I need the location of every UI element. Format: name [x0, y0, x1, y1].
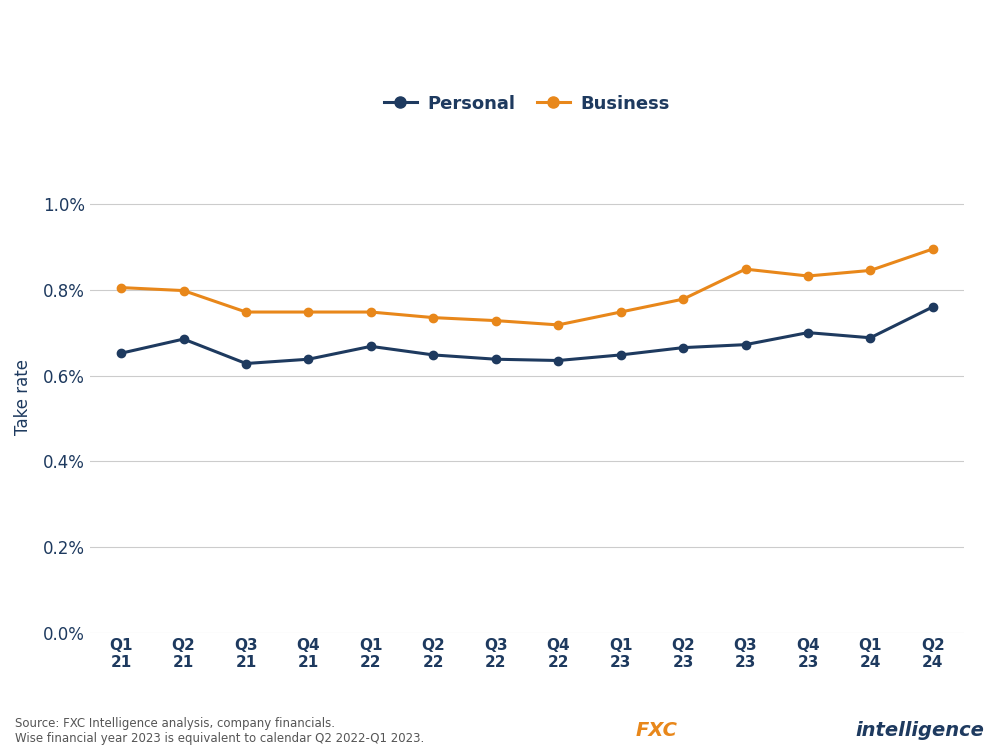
Text: intelligence: intelligence	[855, 721, 984, 740]
Text: Wise quarterly take rate by segment, Q1 21-Q2 24: Wise quarterly take rate by segment, Q1 …	[18, 84, 496, 103]
Y-axis label: Take rate: Take rate	[14, 359, 32, 435]
Legend: Personal, Business: Personal, Business	[377, 88, 677, 120]
Text: Source: FXC Intelligence analysis, company financials.
Wise financial year 2023 : Source: FXC Intelligence analysis, compa…	[15, 718, 425, 745]
Text: Wise sees increase in business, personal take rate: Wise sees increase in business, personal…	[18, 24, 811, 52]
Text: FXC: FXC	[635, 721, 677, 740]
